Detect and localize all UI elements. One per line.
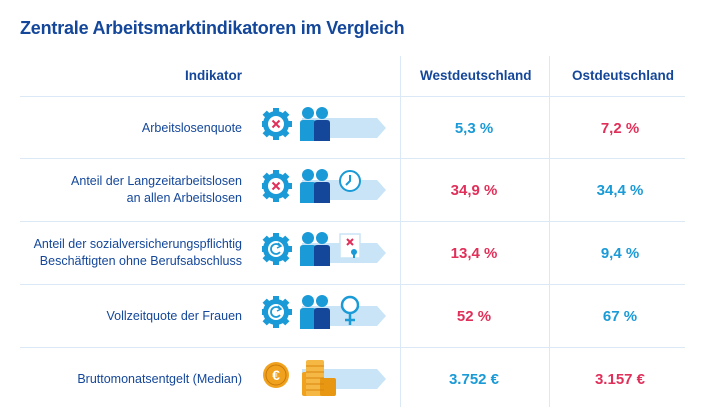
gear-refresh-icon (262, 296, 292, 328)
indicator-icons (262, 285, 390, 347)
female-icon (340, 295, 360, 325)
people-icon (300, 107, 330, 141)
people-icon (300, 169, 330, 203)
table-row: Anteil der Langzeitarbeitslosen an allen … (0, 159, 720, 221)
header-indicator: Indikator (185, 68, 243, 83)
people-icon (300, 232, 330, 266)
row-divider (20, 158, 685, 159)
euro-coin-icon: € (263, 362, 289, 388)
row-divider (20, 347, 685, 348)
east-value: 9,4 % (600, 244, 640, 262)
row-divider (20, 284, 685, 285)
header-east: Ostdeutschland (572, 68, 675, 83)
svg-text:€: € (272, 367, 280, 383)
row-divider (20, 96, 685, 97)
table-row: Arbeitslosenquote (0, 97, 720, 159)
row-divider (20, 221, 685, 222)
west-value: 34,9 % (450, 181, 498, 199)
certificate-icon (339, 233, 361, 259)
east-value: 3.157 € (594, 370, 646, 388)
people-icon (300, 295, 330, 329)
table-row: Vollzeitquote der Frauen (0, 285, 720, 347)
column-divider (400, 56, 401, 407)
gear-x-icon (262, 170, 292, 202)
indicator-icons (262, 97, 390, 159)
indicator-label: Arbeitslosenquote (141, 120, 242, 135)
indicator-label: Anteil der sozialversicherungspflichtig B… (33, 237, 242, 268)
column-divider (549, 56, 550, 407)
indicator-icons (262, 159, 390, 221)
west-value: 52 % (456, 307, 492, 325)
east-value: 34,4 % (596, 181, 644, 199)
west-value: 5,3 % (454, 119, 494, 137)
coin-stack-icon (302, 360, 336, 396)
gear-refresh-icon (262, 233, 292, 265)
indicator-icons: € (262, 348, 390, 410)
west-value: 3.752 € (448, 370, 500, 388)
east-value: 7,2 % (600, 119, 640, 137)
table-row: Anteil der sozialversicherungspflichtig B… (0, 222, 720, 284)
indicator-label: Bruttomonatsentgelt (Median) (77, 371, 242, 386)
indicator-label: Vollzeitquote der Frauen (106, 308, 242, 323)
east-value: 67 % (602, 307, 638, 325)
indicator-icons (262, 222, 390, 284)
west-value: 13,4 % (450, 244, 498, 262)
header-west: Westdeutschland (420, 68, 532, 83)
table-row: Bruttomonatsentgelt (Median) € 3.752 € 3… (0, 348, 720, 410)
gear-x-icon (262, 108, 292, 140)
indicator-label: Anteil der Langzeitarbeitslosen an allen … (71, 174, 242, 205)
page-title: Zentrale Arbeitsmarktindikatoren im Verg… (20, 18, 405, 38)
clock-icon (339, 170, 361, 192)
